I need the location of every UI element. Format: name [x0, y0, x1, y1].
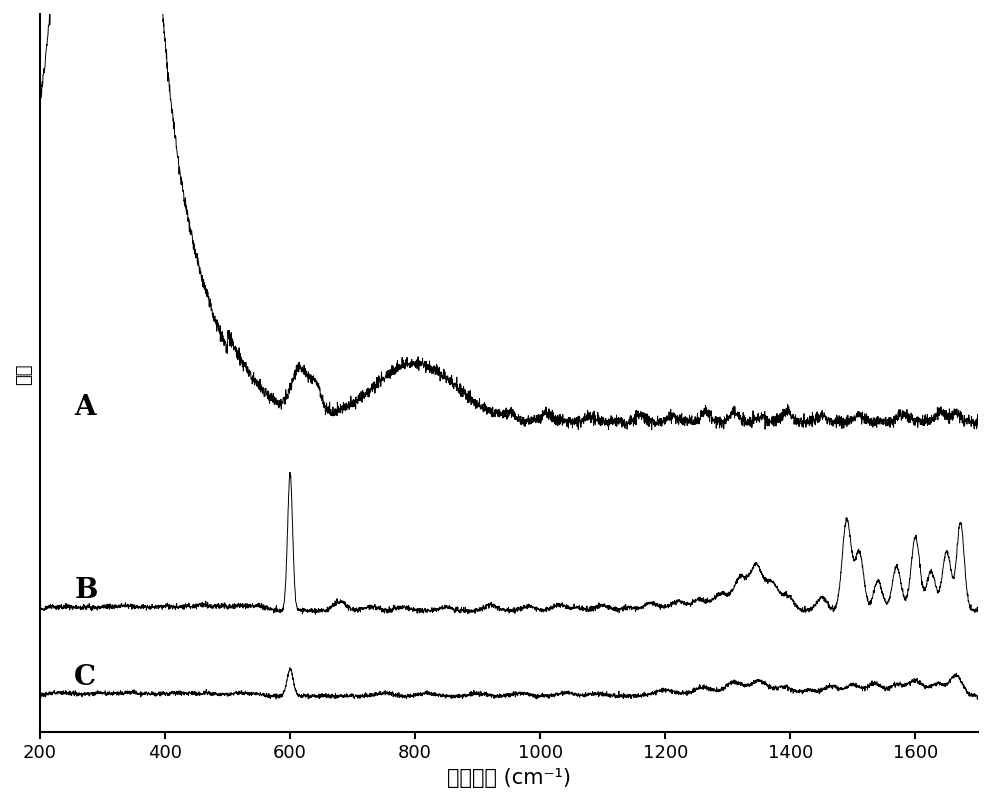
Y-axis label: 强度: 强度 — [15, 363, 33, 384]
Text: B: B — [74, 577, 97, 604]
Text: A: A — [74, 394, 96, 421]
Text: C: C — [74, 663, 96, 690]
X-axis label: 拉曼位移 (cm⁻¹): 拉曼位移 (cm⁻¹) — [447, 767, 571, 787]
